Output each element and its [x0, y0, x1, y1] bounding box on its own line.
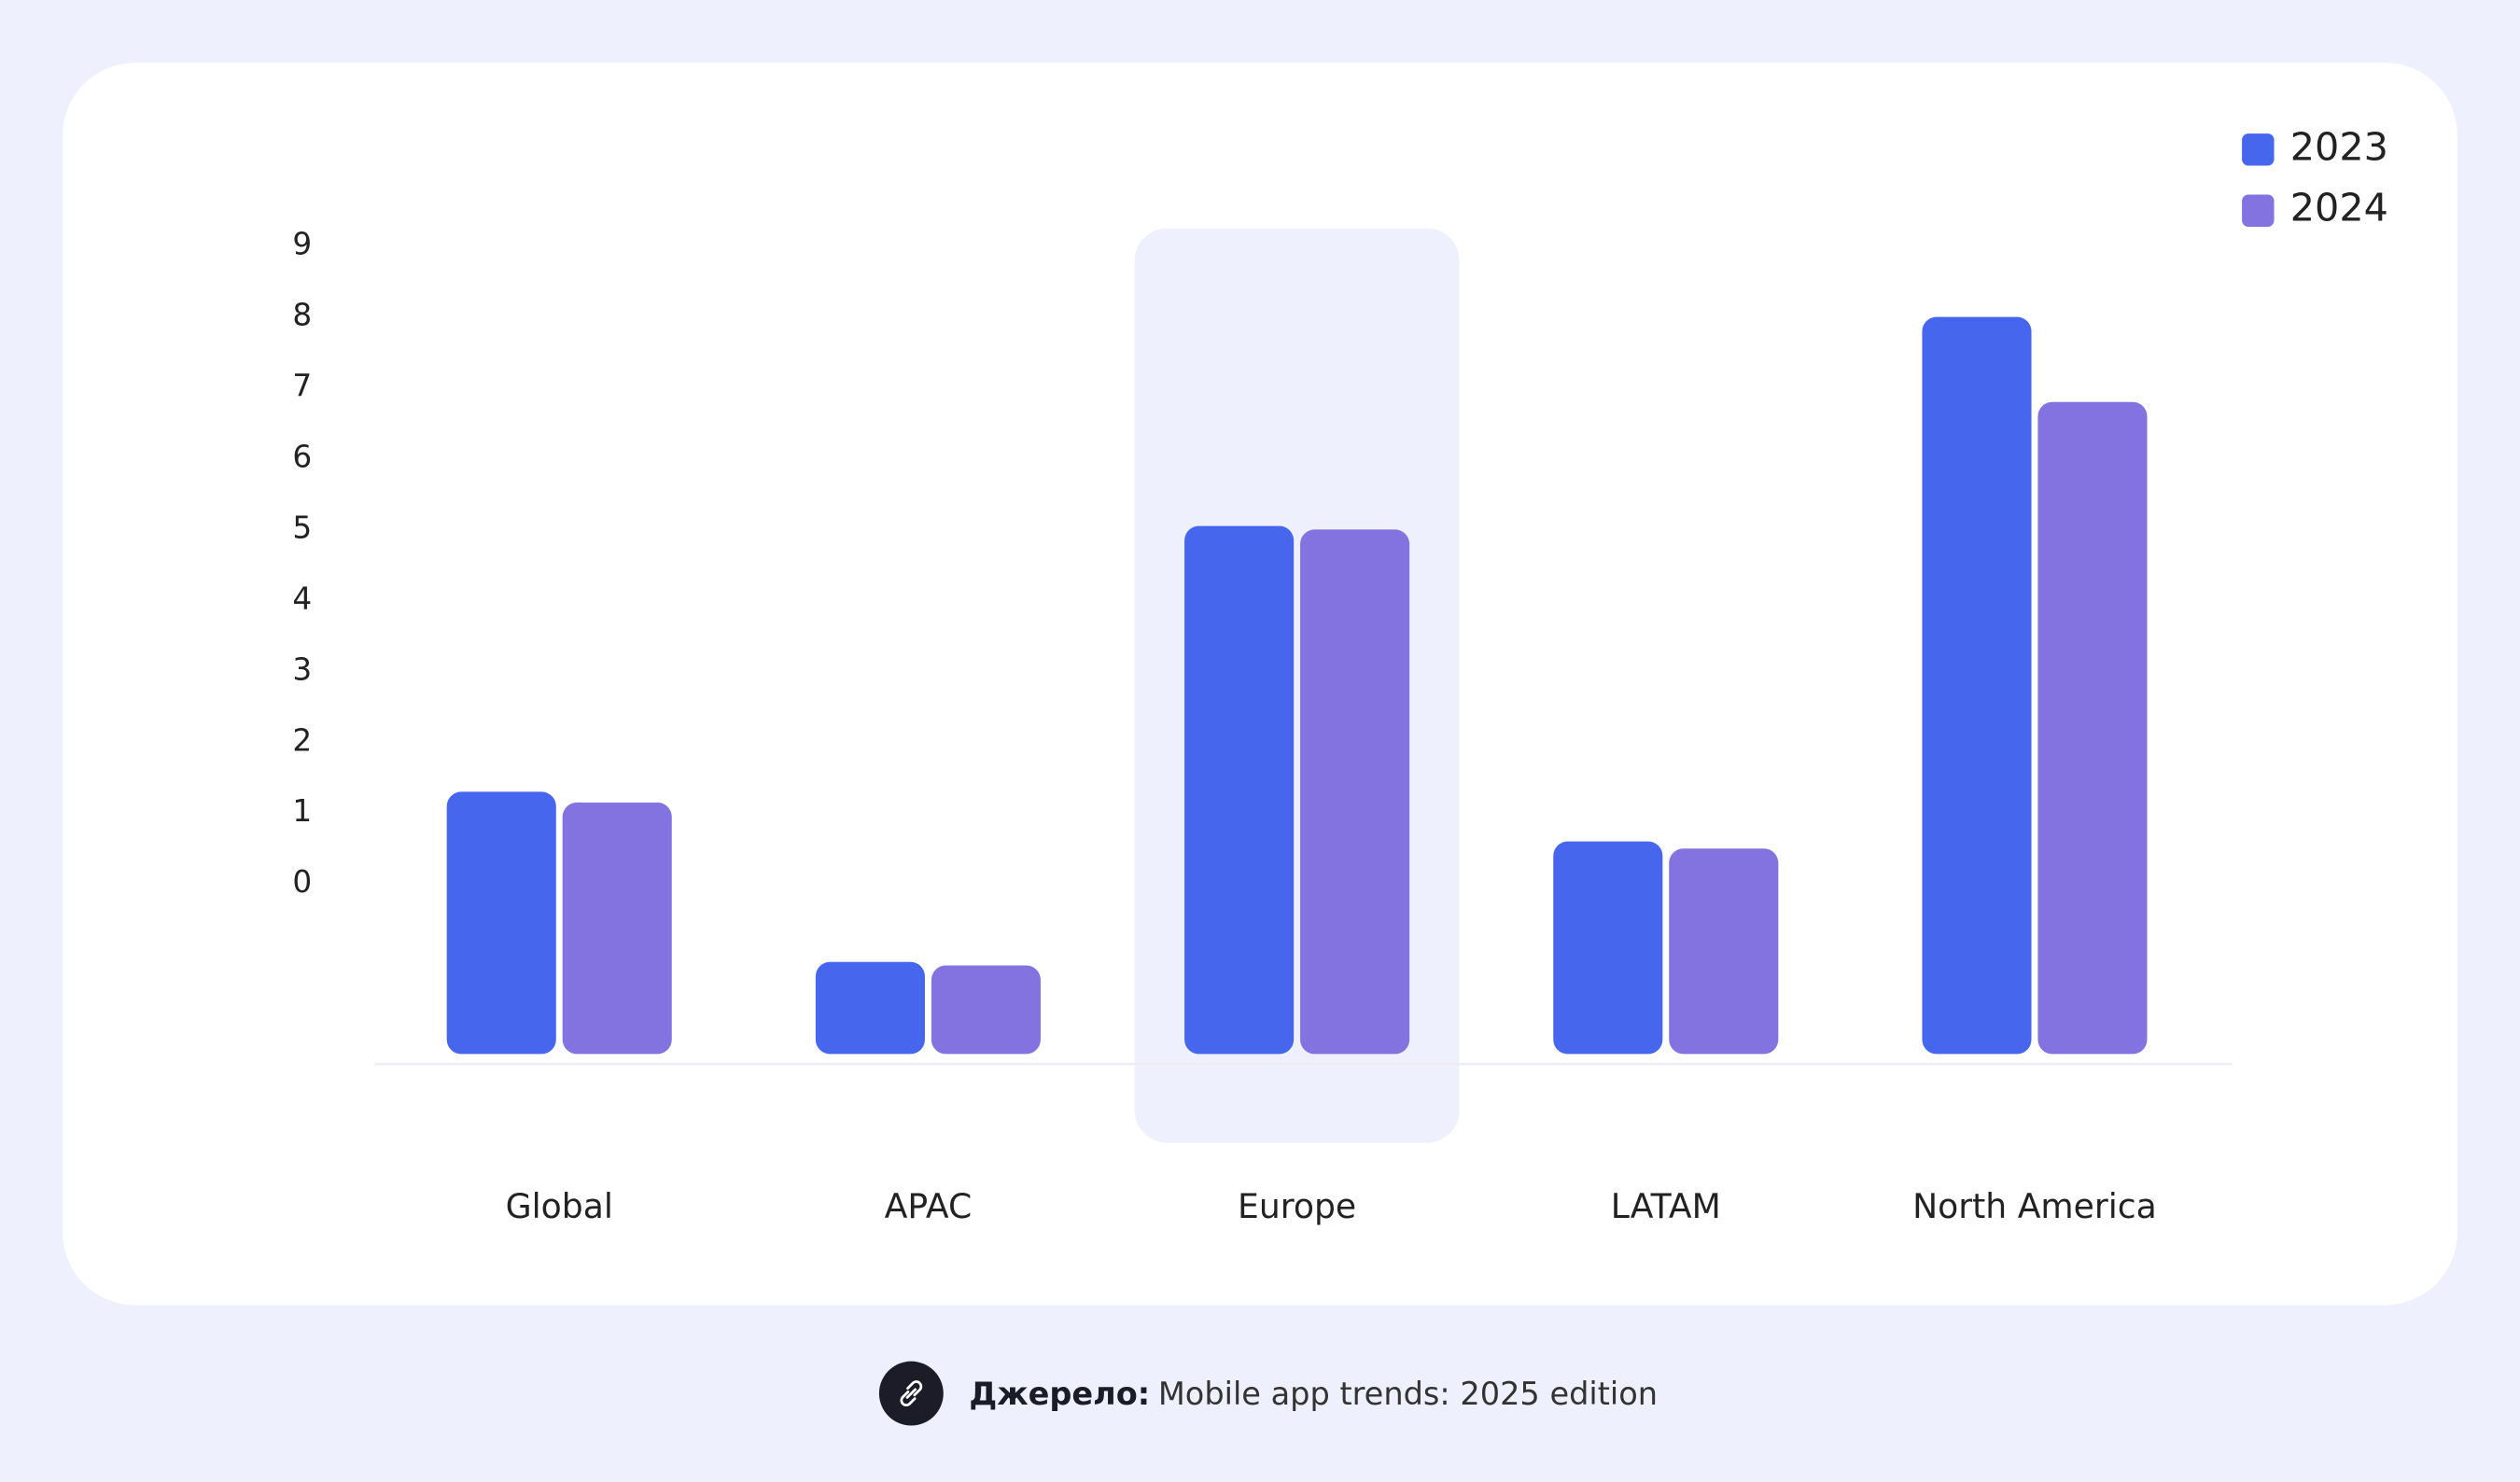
x-tick-label: APAC	[885, 1186, 973, 1226]
highlight-band	[1134, 228, 1460, 1143]
source-label: Джерело:	[969, 1375, 1150, 1411]
bar	[446, 791, 556, 1055]
legend-label: 2023	[2290, 124, 2388, 169]
x-tick-label: Europe	[1238, 1186, 1356, 1226]
legend-swatch	[2242, 133, 2275, 166]
y-tick-label: 3	[292, 651, 312, 687]
bar	[562, 802, 672, 1055]
source-value: Mobile app trends: 2025 edition	[1158, 1375, 1658, 1411]
bar	[1553, 841, 1663, 1055]
x-tick-label: Global	[506, 1186, 613, 1226]
bar	[1922, 316, 2032, 1055]
y-tick-label: 0	[292, 864, 312, 900]
bar	[2037, 401, 2148, 1055]
source-text: Джерело: Mobile app trends: 2025 edition	[969, 1375, 1658, 1411]
x-tick-label: LATAM	[1611, 1186, 1721, 1226]
bar	[931, 965, 1041, 1055]
y-tick-label: 8	[292, 298, 312, 333]
link-icon	[900, 1380, 923, 1407]
legend-swatch	[2242, 194, 2275, 227]
plot: 0 1 2 3 4 5 6 7 8 9 Global APAC Europe LATAM North Ame…	[292, 124, 2388, 1226]
bar	[1300, 529, 1410, 1055]
x-tick-label: North America	[1912, 1186, 2157, 1226]
bar	[1184, 525, 1295, 1055]
source: Джерело: Mobile app trends: 2025 edition	[878, 1361, 1658, 1426]
y-tick-label: 7	[292, 369, 312, 404]
y-tick-label: 6	[292, 439, 312, 474]
y-tick-label: 4	[292, 580, 312, 616]
y-tick-label: 2	[292, 722, 312, 758]
bar	[1669, 848, 1779, 1055]
bar	[815, 961, 925, 1055]
legend-label: 2024	[2290, 186, 2388, 231]
y-tick-label: 5	[292, 510, 312, 545]
y-tick-label: 1	[292, 793, 312, 829]
y-tick-label: 9	[292, 227, 312, 262]
